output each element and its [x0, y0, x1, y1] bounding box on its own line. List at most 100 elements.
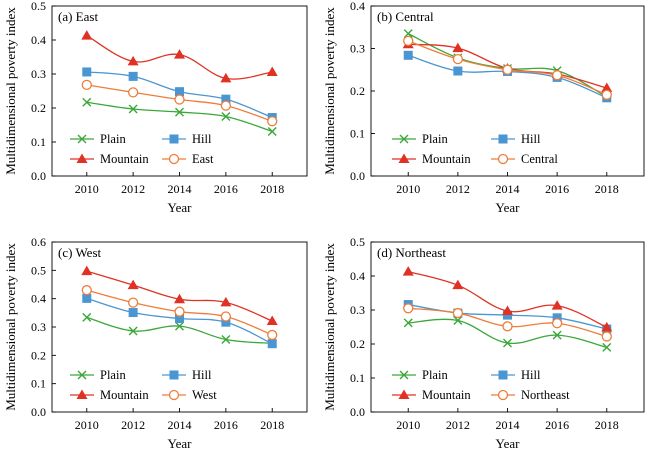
data-point: [81, 285, 92, 296]
legend-item-mountain: Mountain: [392, 388, 471, 402]
legend-label: Plain: [422, 368, 448, 382]
legend-label: Mountain: [100, 388, 149, 402]
series-northeast: [403, 303, 612, 342]
data-point: [403, 303, 414, 314]
legend: Plain Hill Mountain Northeast: [392, 368, 570, 402]
y-tick-label: 0.3: [31, 67, 46, 81]
chart-panel-3: 0.0 0.1 0.2 0.3 0.4 0.5 0.6 2010 2012 2014 2016 201…: [3, 235, 308, 451]
legend-marker: [399, 370, 409, 380]
legend-item-mountain: Mountain: [70, 388, 149, 402]
legend-item-plain: Plain: [392, 368, 448, 382]
x-axis-label: Year: [496, 436, 521, 451]
data-point: [453, 316, 463, 326]
chart-panel-2: 0.0 0.1 0.2 0.3 0.4 2010 2012 2014 2016 2018 Year M…: [322, 0, 645, 215]
legend-label: East: [192, 152, 214, 166]
legend-marker: [398, 153, 410, 163]
data-point: [127, 279, 139, 290]
y-tick-label: 0.0: [350, 169, 365, 183]
series-central: [403, 35, 612, 100]
data-point: [127, 297, 139, 308]
data-point: [175, 107, 184, 117]
data-point: [127, 87, 139, 98]
data-point: [175, 87, 184, 97]
legend-label: West: [192, 388, 217, 402]
legend-item-west: West: [162, 388, 217, 402]
y-tick-label: 0.0: [350, 405, 365, 419]
data-point: [452, 53, 464, 65]
x-tick-label: 2016: [214, 182, 238, 196]
legend-item-mountain: Mountain: [392, 152, 471, 166]
x-tick-label: 2018: [260, 182, 284, 196]
y-tick-label: 0.1: [31, 377, 46, 391]
series-line: [408, 54, 608, 99]
data-point: [266, 66, 278, 76]
data-point: [551, 70, 563, 81]
data-point: [503, 338, 512, 348]
data-point: [602, 342, 612, 352]
y-tick-label: 0.4: [350, 0, 365, 13]
x-tick-label: 2012: [446, 182, 470, 196]
x-tick-label: 2010: [75, 418, 99, 432]
legend-item-plain: Plain: [392, 132, 448, 146]
x-tick-label: 2016: [545, 182, 569, 196]
legend-item-plain: Plain: [70, 368, 126, 382]
data-point: [403, 29, 413, 39]
legend: Plain Hill Mountain Central: [392, 132, 558, 166]
data-point: [453, 66, 463, 76]
legend: Plain Hill Mountain East: [70, 132, 214, 166]
legend-item-hill: Hill: [162, 132, 212, 146]
data-point: [220, 72, 232, 83]
panel-title: (a) East: [58, 9, 98, 24]
data-point: [221, 94, 231, 104]
legend-marker: [398, 389, 410, 399]
x-axis-label: Year: [168, 200, 193, 215]
x-tick-label: 2018: [595, 418, 619, 432]
y-tick-label: 0.0: [31, 405, 46, 419]
panel-title: (d) Northeast: [377, 245, 446, 260]
data-point: [127, 55, 139, 66]
data-point: [82, 67, 92, 77]
x-tick-label: 2014: [168, 182, 192, 196]
data-point: [552, 330, 562, 340]
series-plain: [82, 97, 277, 136]
data-point: [601, 82, 613, 93]
panel-title: (c) West: [58, 245, 102, 260]
x-tick-label: 2016: [214, 418, 238, 432]
x-tick-label: 2014: [496, 418, 520, 432]
data-point: [552, 313, 562, 323]
y-tick-label: 0.5: [31, 0, 46, 13]
data-point: [81, 265, 93, 276]
data-point: [128, 308, 138, 318]
y-axis-label: Multidimensional poverty index: [322, 7, 337, 175]
data-point: [267, 339, 277, 349]
legend-marker: [169, 134, 179, 144]
data-point: [503, 310, 512, 320]
data-point: [502, 305, 513, 316]
data-point: [267, 126, 277, 136]
legend-item-central: Central: [491, 152, 558, 166]
x-tick-label: 2012: [446, 418, 470, 432]
legend-label: Hill: [192, 368, 212, 382]
legend-label: Mountain: [422, 152, 471, 166]
y-tick-label: 0.0: [31, 169, 46, 183]
data-point: [128, 71, 138, 81]
y-tick-label: 0.3: [350, 42, 365, 56]
y-tick-label: 0.1: [350, 371, 365, 385]
data-point: [220, 311, 232, 322]
legend-item-mountain: Mountain: [70, 152, 149, 166]
panel-title: (b) Central: [377, 9, 434, 24]
data-point: [128, 326, 138, 336]
data-point: [174, 293, 185, 304]
legend-marker: [169, 370, 179, 380]
data-point: [175, 314, 184, 323]
data-point: [174, 49, 185, 59]
y-tick-label: 0.1: [350, 127, 365, 141]
y-tick-label: 0.2: [350, 337, 365, 351]
series-mountain: [402, 266, 613, 332]
legend-item-northeast: Northeast: [491, 388, 570, 402]
series-east: [81, 79, 278, 127]
data-point: [452, 42, 464, 53]
y-tick-label: 0.2: [31, 101, 46, 115]
y-axis-label: Multidimensional poverty index: [3, 243, 18, 411]
